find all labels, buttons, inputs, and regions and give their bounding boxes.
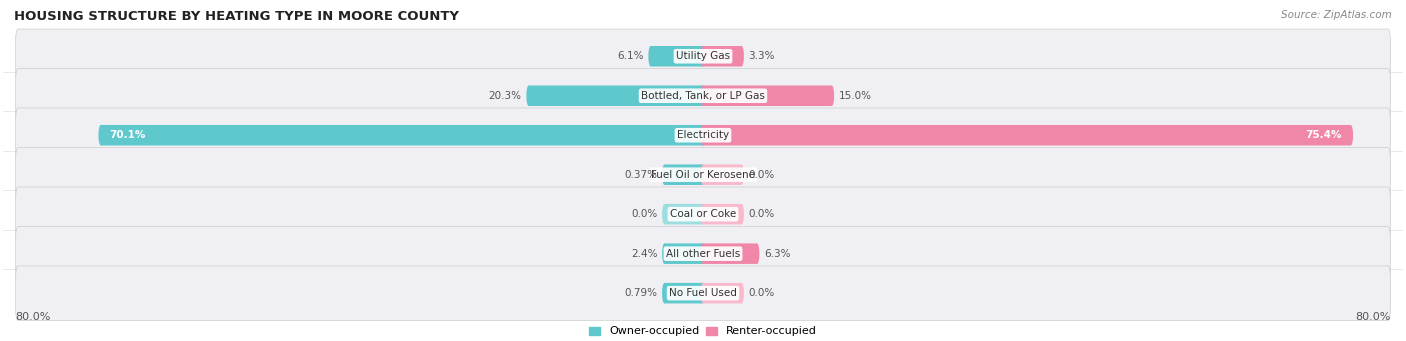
- Circle shape: [648, 46, 652, 66]
- Circle shape: [740, 283, 744, 303]
- Text: 0.0%: 0.0%: [748, 209, 775, 219]
- FancyBboxPatch shape: [703, 204, 741, 224]
- Circle shape: [662, 283, 666, 303]
- Circle shape: [700, 125, 706, 146]
- Circle shape: [1348, 125, 1353, 146]
- FancyBboxPatch shape: [703, 125, 1351, 146]
- Circle shape: [98, 125, 103, 146]
- Circle shape: [700, 86, 706, 106]
- Circle shape: [662, 204, 666, 224]
- Text: 0.0%: 0.0%: [748, 170, 775, 180]
- Circle shape: [740, 164, 744, 185]
- Text: 3.3%: 3.3%: [748, 51, 775, 61]
- Circle shape: [740, 204, 744, 224]
- Circle shape: [700, 243, 706, 264]
- Circle shape: [662, 164, 666, 185]
- Text: HOUSING STRUCTURE BY HEATING TYPE IN MOORE COUNTY: HOUSING STRUCTURE BY HEATING TYPE IN MOO…: [14, 10, 460, 23]
- Text: 80.0%: 80.0%: [1355, 312, 1391, 322]
- Text: 20.3%: 20.3%: [489, 91, 522, 101]
- FancyBboxPatch shape: [703, 46, 741, 66]
- Legend: Owner-occupied, Renter-occupied: Owner-occupied, Renter-occupied: [585, 322, 821, 341]
- Text: Fuel Oil or Kerosene: Fuel Oil or Kerosene: [651, 170, 755, 180]
- FancyBboxPatch shape: [15, 147, 1391, 202]
- Circle shape: [830, 86, 834, 106]
- Text: All other Fuels: All other Fuels: [666, 249, 740, 259]
- Circle shape: [740, 46, 744, 66]
- FancyBboxPatch shape: [665, 283, 703, 303]
- Text: Utility Gas: Utility Gas: [676, 51, 730, 61]
- Circle shape: [700, 204, 706, 224]
- Circle shape: [700, 86, 706, 106]
- Text: 0.0%: 0.0%: [748, 288, 775, 298]
- Text: Source: ZipAtlas.com: Source: ZipAtlas.com: [1281, 10, 1392, 20]
- Circle shape: [700, 204, 706, 224]
- FancyBboxPatch shape: [15, 69, 1391, 123]
- FancyBboxPatch shape: [703, 86, 832, 106]
- Text: 80.0%: 80.0%: [15, 312, 51, 322]
- FancyBboxPatch shape: [651, 46, 703, 66]
- FancyBboxPatch shape: [665, 243, 703, 264]
- Circle shape: [526, 86, 531, 106]
- FancyBboxPatch shape: [15, 108, 1391, 162]
- Text: 70.1%: 70.1%: [110, 130, 146, 140]
- FancyBboxPatch shape: [703, 283, 741, 303]
- Text: 2.4%: 2.4%: [631, 249, 658, 259]
- Text: Coal or Coke: Coal or Coke: [669, 209, 737, 219]
- FancyBboxPatch shape: [15, 226, 1391, 281]
- Circle shape: [662, 243, 666, 264]
- Circle shape: [700, 283, 706, 303]
- Text: 0.79%: 0.79%: [624, 288, 658, 298]
- Text: 6.1%: 6.1%: [617, 51, 644, 61]
- FancyBboxPatch shape: [101, 125, 703, 146]
- Circle shape: [755, 243, 759, 264]
- Text: 75.4%: 75.4%: [1306, 130, 1343, 140]
- FancyBboxPatch shape: [703, 164, 741, 185]
- Text: 0.0%: 0.0%: [631, 209, 658, 219]
- Text: 15.0%: 15.0%: [839, 91, 872, 101]
- Circle shape: [700, 46, 706, 66]
- FancyBboxPatch shape: [15, 29, 1391, 84]
- Text: 0.37%: 0.37%: [624, 170, 658, 180]
- Circle shape: [700, 46, 706, 66]
- Circle shape: [700, 125, 706, 146]
- FancyBboxPatch shape: [15, 187, 1391, 241]
- Circle shape: [700, 164, 706, 185]
- FancyBboxPatch shape: [15, 266, 1391, 321]
- Circle shape: [700, 283, 706, 303]
- FancyBboxPatch shape: [529, 86, 703, 106]
- Circle shape: [700, 164, 706, 185]
- Text: Electricity: Electricity: [676, 130, 730, 140]
- Text: No Fuel Used: No Fuel Used: [669, 288, 737, 298]
- FancyBboxPatch shape: [665, 204, 703, 224]
- Text: 6.3%: 6.3%: [763, 249, 790, 259]
- FancyBboxPatch shape: [665, 164, 703, 185]
- FancyBboxPatch shape: [703, 243, 756, 264]
- Circle shape: [700, 243, 706, 264]
- Text: Bottled, Tank, or LP Gas: Bottled, Tank, or LP Gas: [641, 91, 765, 101]
